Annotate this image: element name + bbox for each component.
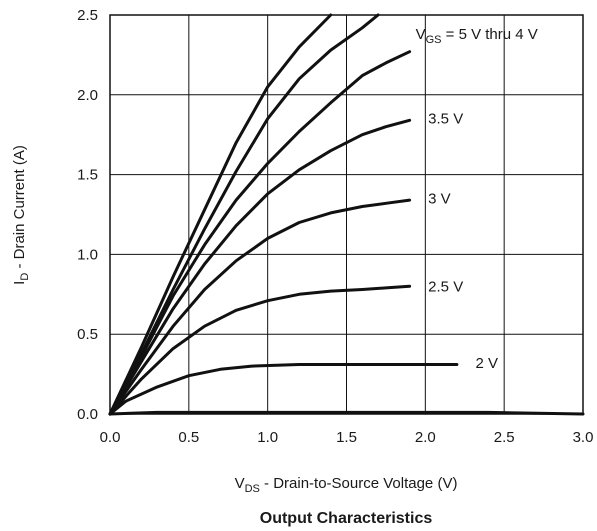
y-tick-label: 1.0 — [77, 246, 98, 263]
y-tick-label: 0.0 — [77, 406, 98, 423]
chart-title: Output Characteristics — [260, 510, 433, 527]
y-tick-label: 0.5 — [77, 326, 98, 343]
x-tick-label: 3.0 — [573, 429, 594, 446]
curve-label: 3.5 V — [428, 111, 463, 128]
x-tick-label: 0.5 — [178, 429, 199, 446]
y-tick-labels: 0.0 0.5 1.0 1.5 2.0 2.5 — [77, 7, 98, 423]
x-tick-label: 2.0 — [415, 429, 436, 446]
curve-label: 2.5 V — [428, 278, 463, 295]
y-tick-label: 2.0 — [77, 87, 98, 104]
x-tick-label: 1.5 — [336, 429, 357, 446]
curve-label: 3 V — [428, 191, 451, 208]
curve-annotations: VGS = 5 V thru 4 V 3.5 V 3 V 2.5 V 2 V — [416, 26, 538, 372]
x-tick-label: 1.0 — [257, 429, 278, 446]
series-line-4 — [108, 118, 412, 416]
curve-label: VGS = 5 V thru 4 V — [416, 26, 538, 46]
x-axis-label: VDS - Drain-to-Source Voltage (V) — [235, 475, 458, 495]
plot-frame — [109, 14, 584, 415]
y-tick-label: 1.5 — [77, 167, 98, 184]
y-axis-label: ID - Drain Current (A) — [11, 145, 31, 285]
series-line-5 — [108, 198, 412, 416]
series-line-3 — [108, 50, 412, 416]
grid-lines — [109, 14, 584, 415]
x-tick-label: 0.0 — [100, 429, 121, 446]
series-line-2 — [108, 13, 380, 416]
x-tick-label: 2.5 — [494, 429, 515, 446]
series-line-6 — [108, 284, 412, 416]
series-line-8 — [108, 410, 585, 416]
series-lines — [108, 13, 585, 416]
series-line-1 — [108, 13, 333, 416]
x-tick-labels: 0.0 0.5 1.0 1.5 2.0 2.5 3.0 — [100, 429, 594, 446]
curve-label: 2 V — [475, 355, 498, 372]
series-line-7 — [108, 363, 459, 416]
y-tick-label: 2.5 — [77, 7, 98, 24]
